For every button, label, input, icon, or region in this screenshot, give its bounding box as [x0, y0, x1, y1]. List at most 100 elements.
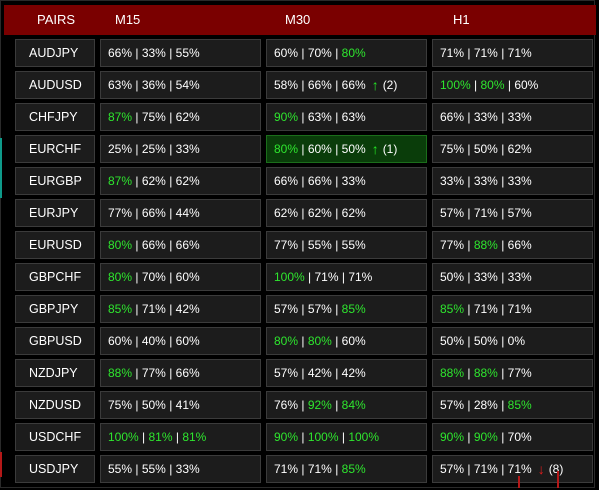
separator: |	[331, 462, 342, 476]
separator: |	[165, 46, 176, 60]
percent-value: 66%	[175, 366, 200, 380]
m30-cell: 90% | 63% | 63%	[266, 103, 427, 131]
percent-value: 71%	[307, 462, 332, 476]
percent-value: 87%	[108, 110, 133, 124]
percent-value: 40%	[141, 334, 166, 348]
pair-button[interactable]: AUDJPY	[15, 39, 95, 67]
percent-value: 81%	[182, 430, 207, 444]
percent-value: 80%	[307, 334, 332, 348]
percent-value: 33%	[141, 46, 166, 60]
percent-value: 50%	[341, 142, 366, 156]
percent-value: 80%	[480, 78, 505, 92]
separator: |	[331, 302, 342, 316]
separator: |	[497, 462, 508, 476]
percent-value: 71%	[473, 46, 498, 60]
m15-cell: 63% | 36% | 54%	[100, 71, 261, 99]
pair-button[interactable]: EURUSD	[15, 231, 95, 259]
percent-value: 33%	[473, 110, 498, 124]
percent-value: 63%	[307, 110, 332, 124]
separator: |	[464, 206, 474, 220]
percent-value: 63%	[108, 78, 133, 92]
percent-value: 71%	[507, 46, 532, 60]
percent-value: 57%	[440, 206, 465, 220]
m15-cell: 87% | 62% | 62%	[100, 167, 261, 195]
separator: |	[464, 270, 474, 284]
pair-button[interactable]: EURJPY	[15, 199, 95, 227]
pair-button[interactable]: GBPCHF	[15, 263, 95, 291]
h1-cell: 50% | 33% | 33%	[432, 263, 593, 291]
separator: |	[464, 430, 474, 444]
separator: |	[165, 110, 176, 124]
separator: |	[172, 430, 183, 444]
separator: |	[331, 110, 342, 124]
h1-cell: 50% | 50% | 0%	[432, 327, 593, 355]
pair-button[interactable]: EURCHF	[15, 135, 95, 163]
pair-button[interactable]: NZDJPY	[15, 359, 95, 387]
separator: |	[497, 334, 508, 348]
percent-value: 57%	[274, 366, 299, 380]
separator: |	[298, 334, 308, 348]
m30-cell: 57% | 57% | 85%	[266, 295, 427, 323]
percent-value: 33%	[440, 174, 465, 188]
pair-button[interactable]: USDJPY	[15, 455, 95, 483]
separator: |	[165, 462, 176, 476]
m15-cell: 55% | 55% | 33%	[100, 455, 261, 483]
percent-value: 66%	[507, 238, 532, 252]
table-row: NZDUSD 75% | 50% | 41% 76% | 92% | 84% 57% …	[1, 391, 599, 419]
percent-value: 62%	[141, 174, 166, 188]
chart-edge-bar	[0, 138, 2, 198]
percent-value: 50%	[473, 334, 498, 348]
separator: |	[132, 110, 142, 124]
separator: |	[464, 174, 474, 188]
m30-cell: 90% | 100% | 100%	[266, 423, 427, 451]
percent-value: 42%	[307, 366, 332, 380]
separator: |	[165, 398, 176, 412]
m30-cell: 71% | 71% | 85%	[266, 455, 427, 483]
table-row: EURUSD 80% | 66% | 66% 77% | 55% | 55% 77% …	[1, 231, 599, 259]
m30-cell: 66% | 66% | 33%	[266, 167, 427, 195]
header-h1: H1	[453, 12, 470, 27]
percent-value: 60%	[341, 334, 366, 348]
pair-button[interactable]: NZDUSD	[15, 391, 95, 419]
pair-button[interactable]: EURGBP	[15, 167, 95, 195]
table-row: GBPUSD 60% | 40% | 60% 80% | 80% | 60% 50% …	[1, 327, 599, 355]
h1-cell: 57% | 28% | 85%	[432, 391, 593, 419]
pair-button[interactable]: USDCHF	[15, 423, 95, 451]
percent-value: 44%	[175, 206, 200, 220]
separator: |	[298, 366, 308, 380]
percent-value: 60%	[175, 334, 200, 348]
separator: |	[165, 174, 176, 188]
percent-value: 33%	[473, 174, 498, 188]
separator: |	[132, 46, 142, 60]
separator: |	[132, 302, 142, 316]
separator: |	[497, 430, 508, 444]
percent-value: 85%	[507, 398, 532, 412]
percent-value: 41%	[175, 398, 200, 412]
separator: |	[464, 302, 474, 316]
chart-candle-fragment	[557, 471, 559, 488]
separator: |	[165, 238, 176, 252]
pair-button[interactable]: GBPUSD	[15, 327, 95, 355]
table-row: NZDJPY 88% | 77% | 66% 57% | 42% | 42% 88% …	[1, 359, 599, 387]
h1-cell: 77% | 88% | 66%	[432, 231, 593, 259]
pair-button[interactable]: AUDUSD	[15, 71, 95, 99]
pair-button[interactable]: CHFJPY	[15, 103, 95, 131]
h1-cell: 57% | 71% | 57%	[432, 199, 593, 227]
arrow-down-icon: ↓	[537, 461, 545, 477]
percent-value: 90%	[274, 430, 299, 444]
percent-value: 71%	[274, 462, 299, 476]
pair-button[interactable]: GBPJPY	[15, 295, 95, 323]
percent-value: 55%	[341, 238, 366, 252]
percent-value: 71%	[348, 270, 373, 284]
separator: |	[464, 334, 474, 348]
percent-value: 77%	[507, 366, 532, 380]
percent-value: 63%	[341, 110, 366, 124]
percent-value: 66%	[141, 238, 166, 252]
h1-cell: 71% | 71% | 71%	[432, 39, 593, 67]
h1-cell: 90% | 90% | 70%	[432, 423, 593, 451]
percent-value: 58%	[274, 78, 299, 92]
percent-value: 66%	[108, 46, 133, 60]
header-m30: M30	[285, 12, 311, 27]
h1-cell: 75% | 50% | 62%	[432, 135, 593, 163]
percent-value: 77%	[440, 238, 465, 252]
